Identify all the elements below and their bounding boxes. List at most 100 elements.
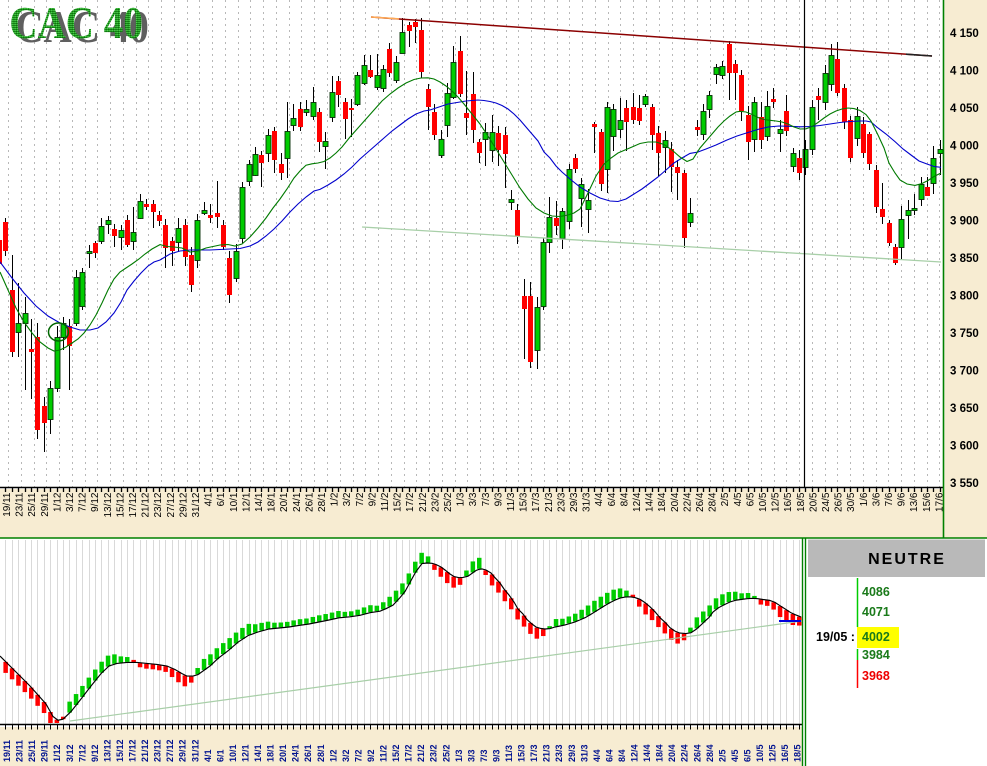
svg-text:21/2: 21/2	[418, 492, 429, 512]
svg-text:3 950: 3 950	[950, 178, 979, 190]
svg-text:1/6: 1/6	[859, 492, 870, 506]
svg-text:CAC 40: CAC 40	[15, 2, 149, 53]
svg-text:26/1: 26/1	[303, 744, 313, 762]
svg-text:3984: 3984	[862, 648, 890, 662]
svg-text:14/1: 14/1	[253, 744, 263, 762]
svg-text:9/6: 9/6	[897, 492, 908, 506]
svg-text:3 600: 3 600	[950, 441, 979, 453]
svg-text:9/2: 9/2	[367, 492, 378, 506]
svg-text:3968: 3968	[862, 669, 890, 683]
svg-text:23/3: 23/3	[556, 492, 567, 512]
svg-text:4 150: 4 150	[950, 28, 979, 40]
svg-text:7/12: 7/12	[77, 744, 87, 762]
svg-text:22/4: 22/4	[680, 744, 690, 762]
svg-text:17/6: 17/6	[934, 492, 945, 512]
svg-text:18/5: 18/5	[796, 492, 807, 512]
svg-text:15/6: 15/6	[922, 492, 933, 512]
svg-text:13/12: 13/12	[102, 739, 112, 762]
svg-text:20/4: 20/4	[667, 744, 677, 762]
svg-text:19/05 :: 19/05 :	[816, 630, 855, 644]
svg-text:17/12: 17/12	[128, 739, 138, 762]
svg-text:7/3: 7/3	[479, 749, 489, 762]
svg-text:18/4: 18/4	[657, 492, 668, 512]
svg-text:4 050: 4 050	[950, 103, 979, 115]
svg-text:3/2: 3/2	[342, 492, 353, 506]
svg-text:25/2: 25/2	[443, 492, 454, 512]
svg-text:1/3: 1/3	[456, 492, 467, 506]
svg-text:28/4: 28/4	[708, 492, 719, 512]
svg-text:CAC 40: CAC 40	[9, 0, 143, 49]
svg-text:3/3: 3/3	[468, 492, 479, 506]
svg-text:9/12: 9/12	[90, 744, 100, 762]
svg-text:3 650: 3 650	[950, 403, 979, 415]
svg-text:2/5: 2/5	[717, 749, 727, 762]
svg-text:17/3: 17/3	[529, 744, 539, 762]
svg-text:9/3: 9/3	[491, 749, 501, 762]
svg-text:29/3: 29/3	[567, 744, 577, 762]
svg-text:4002: 4002	[862, 630, 890, 644]
svg-text:6/5: 6/5	[742, 749, 752, 762]
svg-text:31/12: 31/12	[190, 739, 200, 762]
svg-text:23/12: 23/12	[153, 492, 164, 517]
svg-text:27/12: 27/12	[166, 492, 177, 517]
svg-text:10/5: 10/5	[758, 492, 769, 512]
svg-text:29/11: 29/11	[40, 492, 51, 517]
svg-text:28/1: 28/1	[317, 492, 328, 512]
svg-text:6/5: 6/5	[745, 492, 756, 506]
svg-text:4 000: 4 000	[950, 141, 979, 153]
svg-text:16/5: 16/5	[783, 492, 794, 512]
svg-text:1/2: 1/2	[330, 492, 341, 506]
svg-text:11/3: 11/3	[504, 745, 514, 762]
svg-text:15/12: 15/12	[115, 492, 126, 517]
svg-text:4/1: 4/1	[204, 492, 215, 506]
svg-text:3 800: 3 800	[950, 291, 979, 303]
svg-text:28/1: 28/1	[316, 744, 326, 762]
svg-text:14/4: 14/4	[645, 492, 656, 512]
svg-text:29/12: 29/12	[178, 492, 189, 517]
svg-text:9/12: 9/12	[90, 492, 101, 512]
svg-text:6/4: 6/4	[604, 749, 614, 762]
svg-text:29/12: 29/12	[178, 739, 188, 762]
svg-text:31/3: 31/3	[582, 492, 593, 512]
svg-text:9/2: 9/2	[366, 749, 376, 762]
svg-text:10/5: 10/5	[755, 744, 765, 762]
svg-text:3 750: 3 750	[950, 328, 979, 340]
svg-text:29/3: 29/3	[569, 492, 580, 512]
svg-text:25/11: 25/11	[27, 492, 38, 517]
svg-text:22/4: 22/4	[682, 492, 693, 512]
svg-text:11/3: 11/3	[506, 492, 517, 511]
svg-text:2/5: 2/5	[720, 492, 731, 506]
svg-text:3 550: 3 550	[950, 478, 979, 490]
svg-text:6/4: 6/4	[607, 492, 618, 506]
svg-text:23/12: 23/12	[153, 739, 163, 762]
svg-text:7/2: 7/2	[353, 749, 363, 762]
svg-text:17/2: 17/2	[404, 744, 414, 762]
svg-text:4/5: 4/5	[730, 749, 740, 762]
svg-text:3 700: 3 700	[950, 366, 979, 378]
svg-text:15/3: 15/3	[519, 492, 530, 512]
svg-text:4 100: 4 100	[950, 66, 979, 78]
svg-text:26/4: 26/4	[692, 744, 702, 762]
svg-text:20/4: 20/4	[670, 492, 681, 512]
svg-text:21/3: 21/3	[544, 492, 555, 512]
svg-text:9/3: 9/3	[493, 492, 504, 506]
svg-text:7/6: 7/6	[884, 492, 895, 506]
svg-text:28/4: 28/4	[705, 744, 715, 762]
svg-text:7/12: 7/12	[78, 492, 89, 512]
svg-text:15/2: 15/2	[393, 492, 404, 512]
svg-text:11/2: 11/2	[379, 745, 389, 762]
svg-text:12/4: 12/4	[630, 744, 640, 762]
svg-text:12/4: 12/4	[632, 492, 643, 512]
svg-text:17/3: 17/3	[531, 492, 542, 512]
svg-text:24/1: 24/1	[292, 492, 303, 512]
svg-text:15/2: 15/2	[391, 744, 401, 762]
svg-text:15/3: 15/3	[517, 744, 527, 762]
svg-text:23/3: 23/3	[554, 744, 564, 762]
svg-text:3/3: 3/3	[466, 749, 476, 762]
svg-text:19/11: 19/11	[2, 740, 12, 762]
svg-text:30/5: 30/5	[846, 492, 857, 512]
svg-text:25/11: 25/11	[27, 740, 37, 762]
svg-text:25/2: 25/2	[441, 744, 451, 762]
svg-text:3/12: 3/12	[65, 744, 75, 762]
svg-text:3/2: 3/2	[341, 749, 351, 762]
